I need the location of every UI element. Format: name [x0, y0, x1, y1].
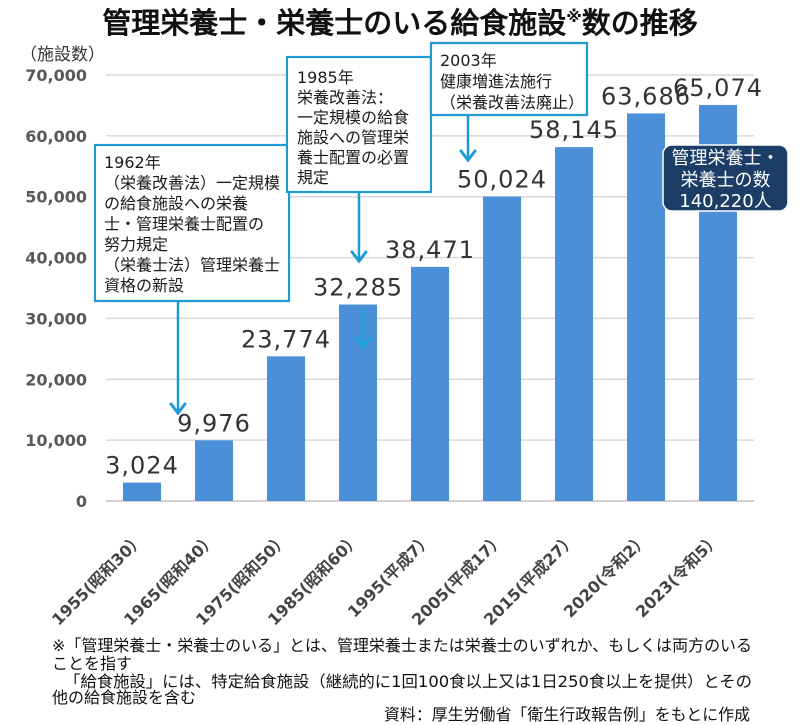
value-label: 23,774 [241, 325, 331, 353]
annotation-box [285, 55, 433, 194]
y-tick-label: 30,000 [25, 309, 87, 328]
source-note: 資料：厚生労働省「衛生行政報告例」をもとに作成 [384, 705, 750, 724]
y-tick-label: 40,000 [25, 249, 87, 268]
annotation-box [93, 143, 291, 303]
callout-text-line: 140,220人 [679, 191, 771, 212]
bar [483, 196, 521, 501]
annotation-text-line: 栄養改善法： [297, 88, 393, 107]
annotation-text-line: 2003年 [440, 51, 497, 70]
annotation-arrow [350, 192, 368, 264]
chart-title: 管理栄養士・栄養士のいる給食施設※数の推移 [102, 6, 698, 40]
bar [123, 482, 161, 501]
annotation-text-line: 士・管理栄養士配置の [104, 215, 264, 234]
value-label: 58,145 [529, 116, 619, 144]
annotation-text-line: 努力規定 [104, 235, 168, 254]
annotation-box [429, 41, 589, 117]
chart-title-footnote-mark: ※ [566, 7, 582, 26]
annotation-text-line: （栄養士法）管理栄養士 [104, 256, 280, 275]
value-label: 9,976 [177, 409, 251, 437]
value-label: 63,686 [601, 82, 691, 110]
callout-box [662, 144, 789, 212]
footnote-line: ことを指す [52, 654, 132, 673]
value-label: 50,024 [457, 166, 547, 194]
annotation-text-line: （栄養改善法廃止） [440, 93, 584, 112]
bar [267, 356, 305, 501]
arrow-down-icon [350, 250, 368, 264]
bar [195, 440, 233, 501]
footnote-line: 「給食施設」には、特定給食施設（継続的に1回100食以上又は1日250食以上を提… [64, 672, 752, 691]
footnote-line: ※「管理栄養士・栄養士のいる」とは、管理栄養士または栄養士のいずれか、もしくは両… [52, 636, 752, 655]
annotation-text-line: 養士配置の必置 [297, 148, 409, 167]
footnotes: ※「管理栄養士・栄養士のいる」とは、管理栄養士または栄養士のいずれか、もしくは両… [52, 636, 752, 724]
value-label: 3,024 [105, 452, 179, 480]
bar [627, 113, 665, 501]
annotation-text-line: 施設への管理栄 [297, 128, 409, 147]
y-tick-label: 70,000 [25, 66, 87, 85]
y-axis-unit-label: （施設数） [20, 45, 105, 65]
arrow-down-icon [459, 149, 477, 163]
annotation-text-line: 資格の新設 [104, 276, 184, 295]
y-tick-label: 60,000 [25, 127, 87, 146]
bar-marker-arrow [354, 309, 372, 350]
value-labels: 3,024 9,976 23,774 32,285 38,471 50,024 58,145… [105, 74, 763, 480]
bar [555, 147, 593, 501]
annotation-text-line: 1962年 [104, 153, 161, 172]
bar [339, 304, 377, 501]
y-tick-label: 0 [76, 492, 87, 511]
value-label: 32,285 [313, 274, 403, 302]
annotation-arrow [459, 115, 477, 163]
value-label: 38,471 [385, 236, 475, 264]
y-tick-label: 20,000 [25, 370, 87, 389]
arrow-down-icon [169, 402, 187, 416]
annotation-text-line: 規定 [297, 168, 329, 187]
value-label: 65,074 [673, 74, 763, 102]
arrow-down-icon [354, 336, 372, 350]
y-tick-label: 10,000 [25, 431, 87, 450]
callout-text-line: 栄養士の数 [681, 170, 771, 191]
chart-title-tail: 数の推移 [582, 6, 698, 40]
annotation-arrow [169, 301, 187, 416]
bar [411, 266, 449, 501]
y-tick-label: 50,000 [25, 188, 87, 207]
y-axis-ticks: 0 10,000 20,000 30,000 40,000 50,000 60,000 70,… [25, 66, 87, 511]
annotation-text-line: 健康増進法施行 [440, 72, 552, 91]
callout-text-line: 管理栄養士・ [672, 148, 780, 169]
annotation-text-line: （栄養改善法）一定規模 [104, 174, 280, 193]
bars [123, 104, 737, 502]
annotation-text-line: 1985年 [297, 68, 354, 87]
chart-title-main: 管理栄養士・栄養士のいる給食施設 [102, 6, 567, 40]
x-axis-labels: 1955(昭和30）1965(昭和40）1975(昭和50）1985(昭和60）… [48, 529, 724, 629]
annotation-text-line: 一定規模の給食 [297, 108, 409, 127]
annotation-text-line: の給食施設への栄養 [104, 194, 248, 213]
footnote-line: 他の給食施設を含む [52, 688, 196, 707]
